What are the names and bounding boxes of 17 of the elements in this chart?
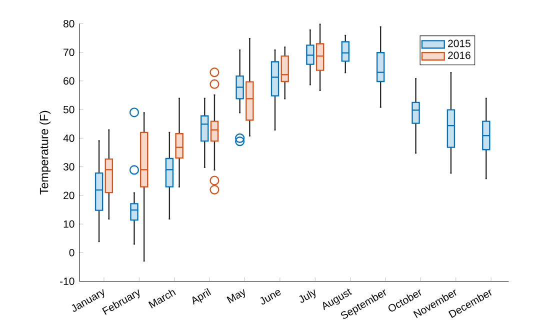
x-tick-label: April bbox=[192, 288, 212, 305]
y-axis-title: Temperature (F) bbox=[40, 111, 51, 195]
y-tick-label: 10 bbox=[64, 220, 74, 228]
y-tick-label: 40 bbox=[63, 134, 74, 142]
y-tick-label: 60 bbox=[64, 77, 74, 85]
legend-label: 2016 bbox=[448, 52, 470, 60]
x-tick-label: May bbox=[226, 289, 245, 304]
y-tick-label: 20 bbox=[64, 192, 74, 200]
y-tick-label: -10 bbox=[60, 278, 74, 286]
x-tick-label: July bbox=[299, 290, 316, 303]
y-tick-label: 70 bbox=[64, 48, 74, 56]
y-tick-label: 0 bbox=[69, 249, 74, 257]
x-tick-label: June bbox=[260, 290, 281, 305]
y-tick-label: 30 bbox=[63, 163, 74, 171]
legend-label: 2015 bbox=[448, 40, 470, 48]
y-tick-label: 80 bbox=[64, 20, 74, 28]
y-tick-label: 50 bbox=[63, 106, 74, 114]
